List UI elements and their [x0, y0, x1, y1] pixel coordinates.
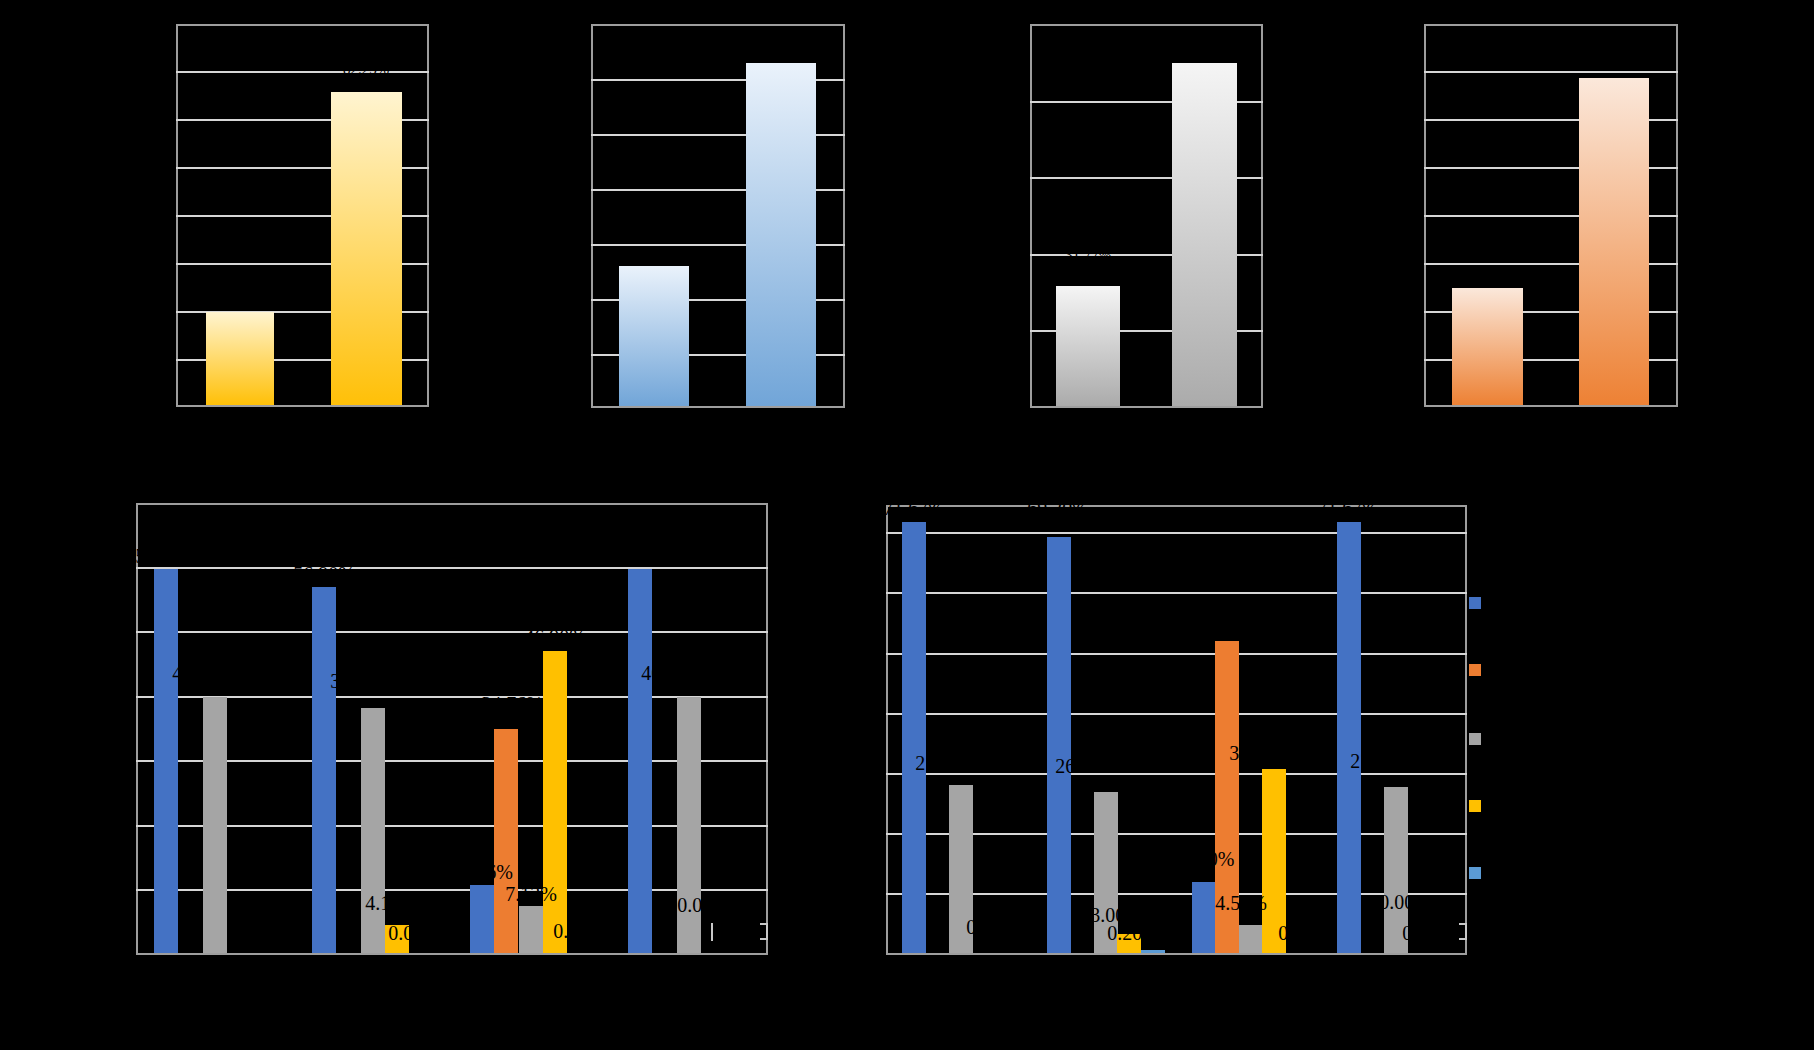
data-label: 56.90% [293, 564, 355, 584]
bottom-left-grouped-chart-plot-area [136, 503, 768, 955]
data-label: 0.00% [388, 923, 440, 943]
legend-swatch-series-blue [1469, 597, 1481, 609]
data-label: 30.50% [1229, 743, 1291, 763]
data-label: 82.25% [343, 62, 389, 77]
top-chart-gray-bar [1172, 63, 1237, 406]
data-label: 0.00% [1278, 923, 1330, 943]
data-label: 71.67% [883, 498, 945, 518]
data-label: 38.00% [330, 671, 392, 691]
data-label: 26.67% [1055, 756, 1117, 776]
legend-swatch-series-yellow [1469, 800, 1481, 812]
bottom-left-grouped-chart-bar [470, 885, 494, 953]
label-leader-bracket [760, 923, 768, 940]
gridline [886, 653, 1467, 655]
bottom-right-grouped-chart-plot-area [886, 505, 1467, 955]
data-label: 51.83% [1195, 617, 1257, 637]
top-chart-orange-bar [1452, 288, 1523, 405]
data-label: 85.90% [1591, 54, 1637, 69]
gridline [136, 825, 768, 827]
bottom-left-grouped-chart-bar [543, 651, 567, 953]
bottom-right-grouped-chart-bar [1239, 925, 1263, 953]
data-label: 27.50% [1350, 751, 1412, 771]
gridline [886, 592, 1467, 594]
data-label: 34.76% [481, 694, 543, 714]
label-leader-bracket [1459, 923, 1467, 940]
bottom-right-grouped-chart-bar [1047, 537, 1071, 953]
top-chart-gray-bar [1056, 286, 1120, 406]
data-label: 7.12% [505, 884, 557, 904]
data-label: 0.00% [1402, 923, 1454, 943]
bottom-left-grouped-chart-bar [494, 729, 518, 953]
bottom-left-grouped-chart-bar [519, 906, 543, 953]
data-label: 90.08% [758, 44, 804, 59]
data-label: 69.20% [1027, 498, 1089, 518]
data-label: 40.10% [172, 663, 234, 683]
data-label: 46.90% [524, 627, 586, 647]
bottom-left-grouped-chart-bar [361, 708, 385, 953]
label-leader-line [711, 923, 713, 941]
data-label: 71.67% [1317, 498, 1379, 518]
data-label: 31.77% [1065, 248, 1111, 263]
data-label: 59.70% [609, 546, 671, 566]
legend-swatch-series-lightblue [1469, 867, 1481, 879]
data-label: 0.20% [1107, 923, 1159, 943]
top-chart-blue-bar [746, 63, 816, 406]
data-label: 24.80% [217, 296, 263, 311]
data-label: 11.70% [1174, 849, 1235, 869]
bottom-right-grouped-chart-bar [1337, 522, 1361, 953]
data-label: 31.07% [1464, 264, 1510, 279]
bottom-right-grouped-chart-bar [902, 522, 926, 953]
data-label: 89.84% [1181, 44, 1227, 59]
bottom-right-grouped-chart-bar [1141, 950, 1165, 953]
gridline [136, 567, 768, 569]
data-label: 0.00% [966, 917, 1018, 937]
chart-workspace: 24.80% 82.25% 37.08% 90.08% 31.77% 89.84% 31.0… [0, 0, 1814, 1050]
data-label: 0.00% [553, 921, 605, 941]
data-label: 27.50% [915, 753, 977, 773]
data-label: 40.10% [641, 663, 703, 683]
top-chart-orange-bar [1579, 78, 1649, 405]
bottom-left-grouped-chart-bar [154, 569, 178, 953]
gridline [136, 696, 768, 698]
legend-swatch-series-orange [1469, 664, 1481, 676]
bottom-left-grouped-chart-bar [203, 697, 227, 953]
data-label: 0.00% [1379, 892, 1431, 912]
gridline [176, 71, 429, 73]
top-chart-blue-bar [619, 266, 689, 406]
bottom-right-grouped-chart-bar [1192, 882, 1216, 953]
gridline [1424, 71, 1678, 73]
gridline [136, 889, 768, 891]
bottom-left-grouped-chart-bar [628, 569, 652, 953]
data-label: 37.08% [631, 244, 677, 259]
gridline [136, 631, 768, 633]
top-chart-yellow-bar [331, 92, 402, 405]
data-label: 10.36% [451, 862, 513, 882]
data-label: 59.70% [135, 546, 197, 566]
gridline [136, 760, 768, 762]
top-chart-yellow-bar [206, 312, 274, 405]
data-label: 0.00% [677, 895, 729, 915]
gridline [886, 833, 1467, 835]
data-label: 4.10% [365, 893, 417, 913]
bottom-left-grouped-chart-bar [312, 587, 336, 953]
legend-swatch-series-gray [1469, 733, 1481, 745]
data-label: 4.50% [1215, 893, 1267, 913]
gridline [886, 713, 1467, 715]
gridline [886, 532, 1467, 534]
